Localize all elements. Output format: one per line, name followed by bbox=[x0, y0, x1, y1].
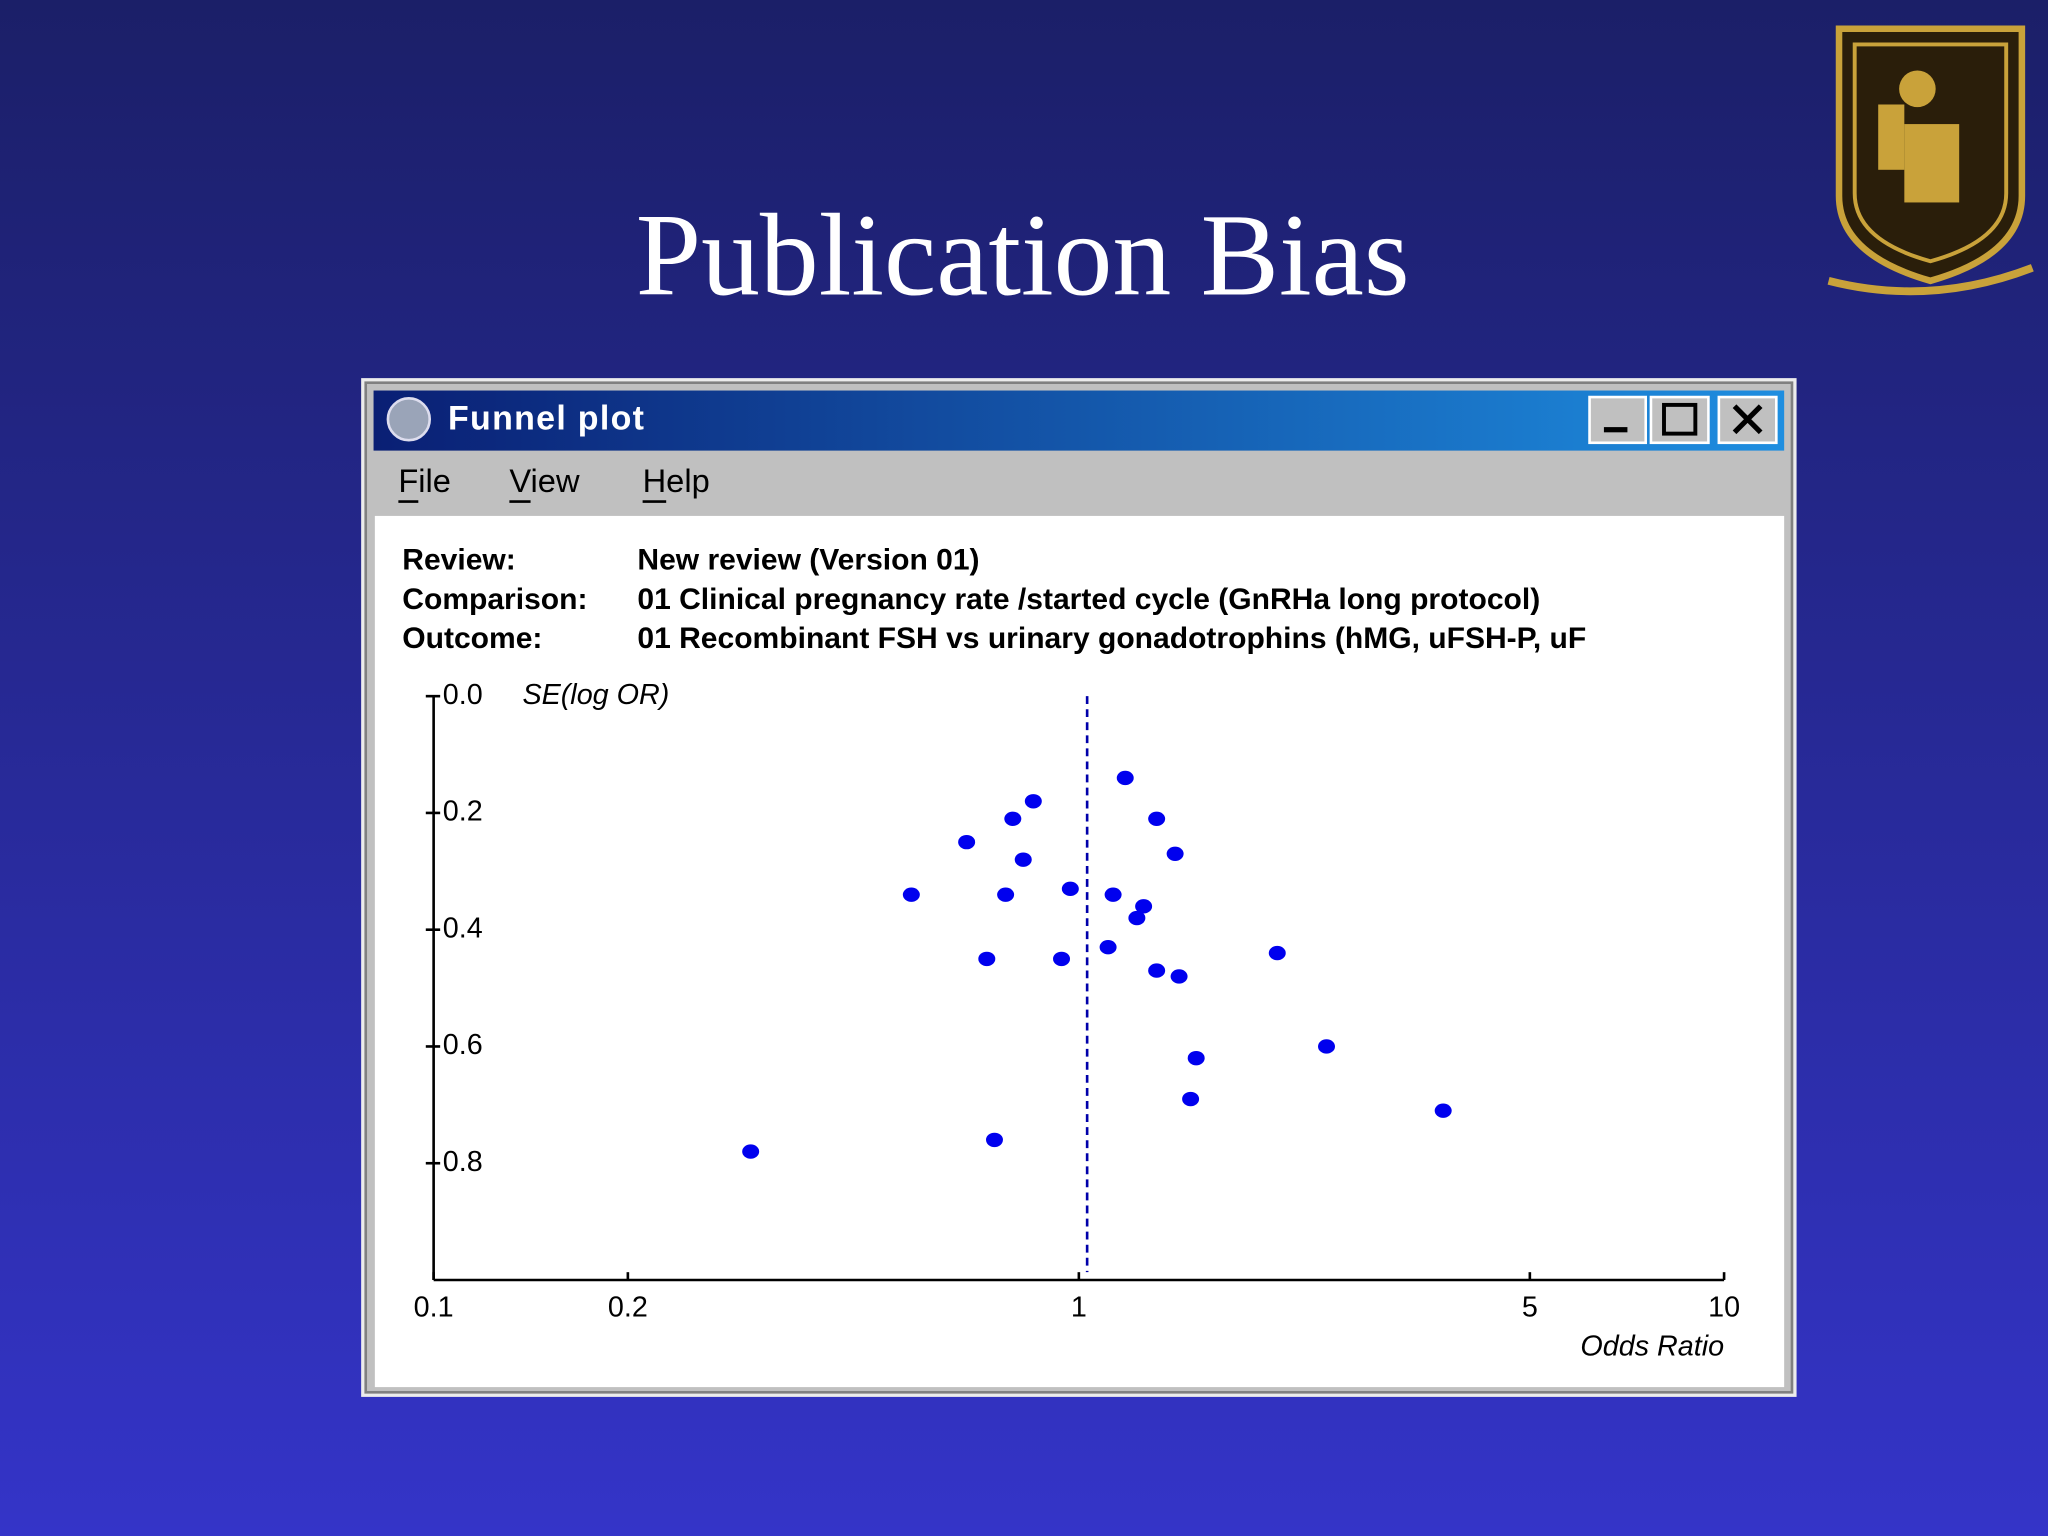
slide-title: Publication Bias bbox=[636, 191, 1410, 321]
point bbox=[1318, 1039, 1335, 1054]
info-value: New review (Version 01) bbox=[637, 544, 979, 577]
y-tick-label: 0.8 bbox=[443, 1146, 483, 1178]
title-bar bbox=[373, 390, 1785, 451]
point bbox=[978, 951, 996, 967]
info-value: 01 Clinical pregnancy rate /started cycl… bbox=[637, 583, 1540, 616]
x-tick-label: 0.2 bbox=[608, 1291, 648, 1323]
point bbox=[1014, 852, 1032, 867]
y-tick-label: 0.6 bbox=[443, 1029, 483, 1061]
menu-bar: File View Help bbox=[398, 462, 710, 503]
point bbox=[1061, 881, 1079, 897]
x-tick-label: 5 bbox=[1522, 1291, 1538, 1323]
point bbox=[1128, 910, 1146, 926]
point bbox=[1099, 940, 1117, 955]
maximize-button[interactable] bbox=[1649, 395, 1710, 445]
info-label: Comparison: bbox=[402, 583, 587, 616]
chart: 0.0 0.2 0.4 0.6 0.8 0.1 0.2 1 5 10 SE(log OR) Odds … bbox=[414, 679, 1740, 1363]
point bbox=[1268, 945, 1286, 961]
x-tick-label: 1 bbox=[1071, 1291, 1087, 1323]
point bbox=[1024, 794, 1042, 809]
info-value: 01 Recombinant FSH vs urinary gonadotrop… bbox=[637, 622, 1586, 655]
point bbox=[985, 1132, 1003, 1148]
info-block: Review: New review (Version 01) Comparison… bbox=[402, 544, 1586, 655]
x-axis-label: Odds Ratio bbox=[1580, 1331, 1724, 1363]
point bbox=[1170, 969, 1188, 984]
point bbox=[1135, 899, 1153, 914]
point bbox=[1187, 1050, 1205, 1066]
window: Funnel plot File View Help Review: New revi… bbox=[361, 378, 1797, 1397]
point bbox=[742, 1144, 760, 1159]
menu-item[interactable]: Help bbox=[643, 462, 710, 499]
point bbox=[958, 834, 976, 850]
point bbox=[997, 887, 1015, 902]
content bbox=[374, 515, 1785, 1388]
point bbox=[1004, 811, 1022, 826]
point bbox=[902, 887, 920, 902]
point bbox=[1053, 951, 1071, 967]
y-axis-label: SE(log OR) bbox=[522, 679, 669, 711]
point bbox=[1148, 963, 1166, 978]
window-title: Funnel plot bbox=[448, 400, 645, 438]
point bbox=[1116, 770, 1134, 786]
point bbox=[1148, 811, 1166, 826]
point bbox=[1104, 887, 1122, 902]
close-button[interactable] bbox=[1717, 395, 1778, 445]
y-tick-label: 0.4 bbox=[443, 912, 483, 944]
y-tick-label: 0.2 bbox=[443, 796, 483, 828]
point bbox=[1434, 1103, 1452, 1118]
point bbox=[1182, 1091, 1200, 1107]
x-tick-label: 0.1 bbox=[414, 1291, 454, 1323]
info-label: Outcome: bbox=[402, 622, 542, 655]
minimize-button[interactable] bbox=[1588, 395, 1648, 445]
menu-item[interactable]: View bbox=[509, 462, 580, 499]
y-tick-label: 0.0 bbox=[443, 679, 483, 711]
logo bbox=[1827, 25, 2034, 296]
info-label: Review: bbox=[402, 544, 516, 577]
app-icon bbox=[386, 397, 432, 442]
x-tick-label: 10 bbox=[1708, 1291, 1740, 1323]
point bbox=[1166, 846, 1184, 861]
menu-item[interactable]: File bbox=[398, 462, 451, 499]
